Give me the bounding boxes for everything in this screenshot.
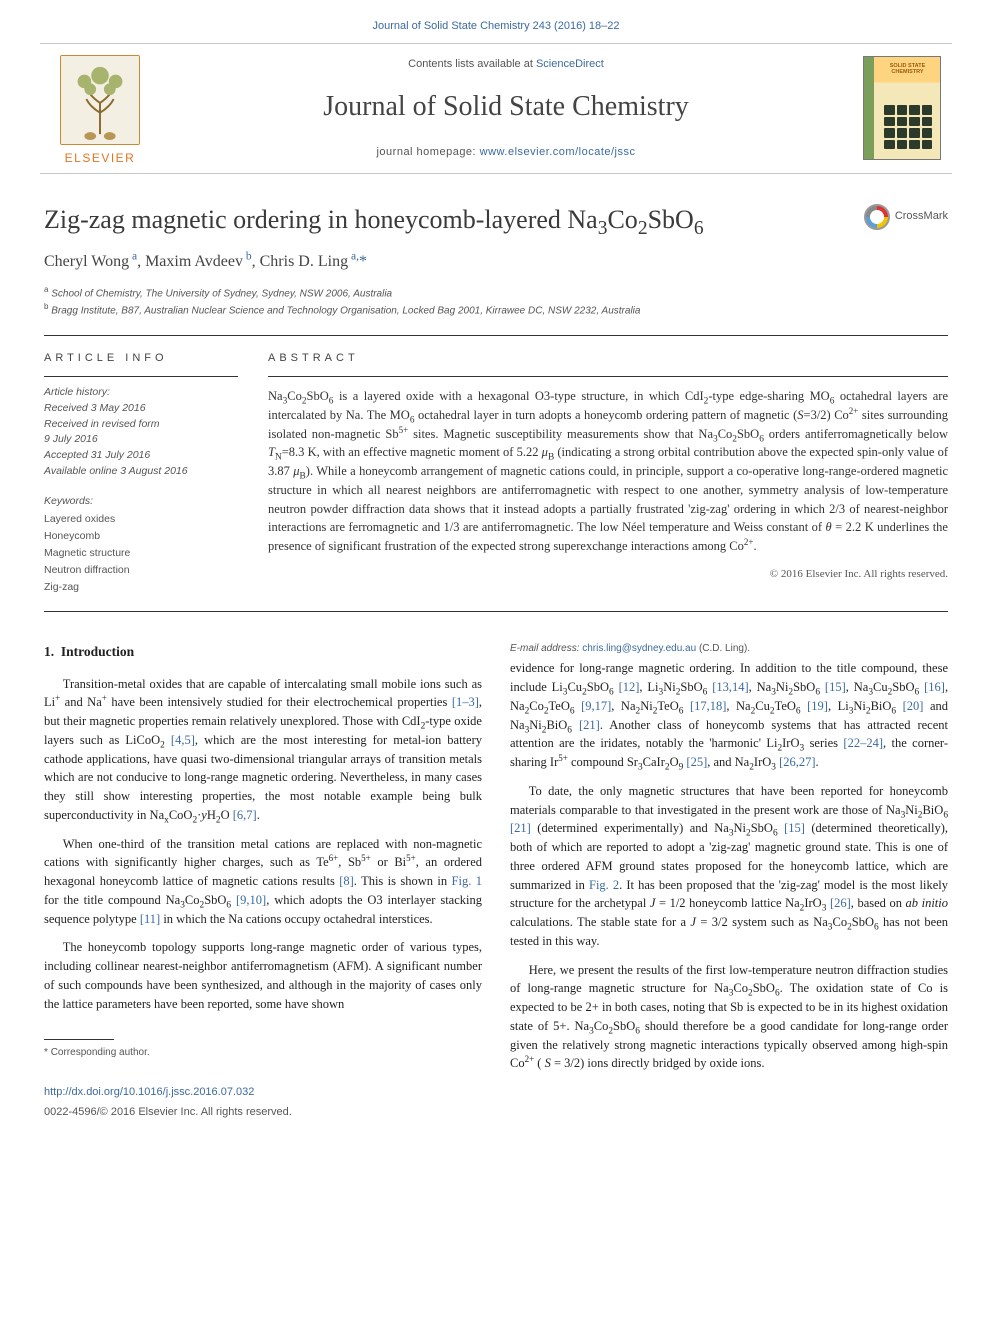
abstract-copyright: © 2016 Elsevier Inc. All rights reserved… <box>268 566 948 583</box>
article-title: Zig-zag magnetic ordering in honeycomb-l… <box>44 204 704 237</box>
page-footer: http://dx.doi.org/10.1016/j.jssc.2016.07… <box>0 1073 992 1148</box>
body-paragraph: evidence for long-range magnetic orderin… <box>510 659 948 772</box>
article-info-heading: ARTICLE INFO <box>44 350 238 367</box>
publisher-name: ELSEVIER <box>65 149 136 167</box>
page-header-citation: Journal of Solid State Chemistry 243 (20… <box>0 0 992 43</box>
affiliations: a School of Chemistry, The University of… <box>44 284 948 319</box>
journal-title: Journal of Solid State Chemistry <box>160 86 852 128</box>
journal-homepage-link[interactable]: www.elsevier.com/locate/jssc <box>480 146 636 158</box>
body-paragraph: Here, we present the results of the firs… <box>510 961 948 1074</box>
body-paragraph: The honeycomb topology supports long-ran… <box>44 938 482 1013</box>
journal-header-band: ELSEVIER Contents lists available at Sci… <box>40 43 952 174</box>
crossmark-badge[interactable]: CrossMark <box>864 204 948 230</box>
keywords-list: Layered oxides Honeycomb Magnetic struct… <box>44 511 238 595</box>
journal-issue-link[interactable]: Journal of Solid State Chemistry 243 (20… <box>372 20 619 32</box>
keywords-heading: Keywords: <box>44 494 238 510</box>
divider <box>268 376 948 377</box>
crossmark-label: CrossMark <box>895 208 948 225</box>
author-email-link[interactable]: chris.ling@sydney.edu.au <box>582 643 696 654</box>
section-heading: 1. Introduction <box>44 642 482 662</box>
divider <box>44 376 238 377</box>
body-paragraph: When one-third of the transition metal c… <box>44 835 482 929</box>
contents-available-line: Contents lists available at ScienceDirec… <box>160 56 852 73</box>
email-footnote: E-mail address: chris.ling@sydney.edu.au… <box>510 642 948 656</box>
affiliation-item: a School of Chemistry, The University of… <box>44 284 948 301</box>
corresponding-author-note: * Corresponding author. <box>44 1046 482 1060</box>
abstract-heading: ABSTRACT <box>268 350 948 367</box>
article-history: Article history: Received 3 May 2016 Rec… <box>44 385 238 480</box>
publisher-logo-block: ELSEVIER <box>40 44 160 173</box>
sciencedirect-link[interactable]: ScienceDirect <box>536 58 604 70</box>
body-paragraph: Transition-metal oxides that are capable… <box>44 675 482 825</box>
abstract-text: Na3Co2SbO6 is a layered oxide with a hex… <box>268 387 948 556</box>
journal-cover-icon: SOLID STATE CHEMISTRY <box>863 56 941 160</box>
crossmark-icon <box>864 204 890 230</box>
author-list: Cheryl Wong a, Maxim Avdeev b, Chris D. … <box>44 250 948 274</box>
affiliation-item: b Bragg Institute, B87, Australian Nucle… <box>44 301 948 318</box>
divider <box>44 611 948 612</box>
body-columns: 1. Introduction Transition-metal oxides … <box>44 642 948 1073</box>
issn-copyright: 0022-4596/© 2016 Elsevier Inc. All right… <box>44 1106 292 1118</box>
body-paragraph: To date, the only magnetic structures th… <box>510 782 948 951</box>
footnote-divider <box>44 1039 114 1040</box>
journal-homepage-line: journal homepage: www.elsevier.com/locat… <box>160 144 852 161</box>
doi-link[interactable]: http://dx.doi.org/10.1016/j.jssc.2016.07… <box>44 1086 254 1098</box>
elsevier-tree-icon <box>60 55 140 145</box>
